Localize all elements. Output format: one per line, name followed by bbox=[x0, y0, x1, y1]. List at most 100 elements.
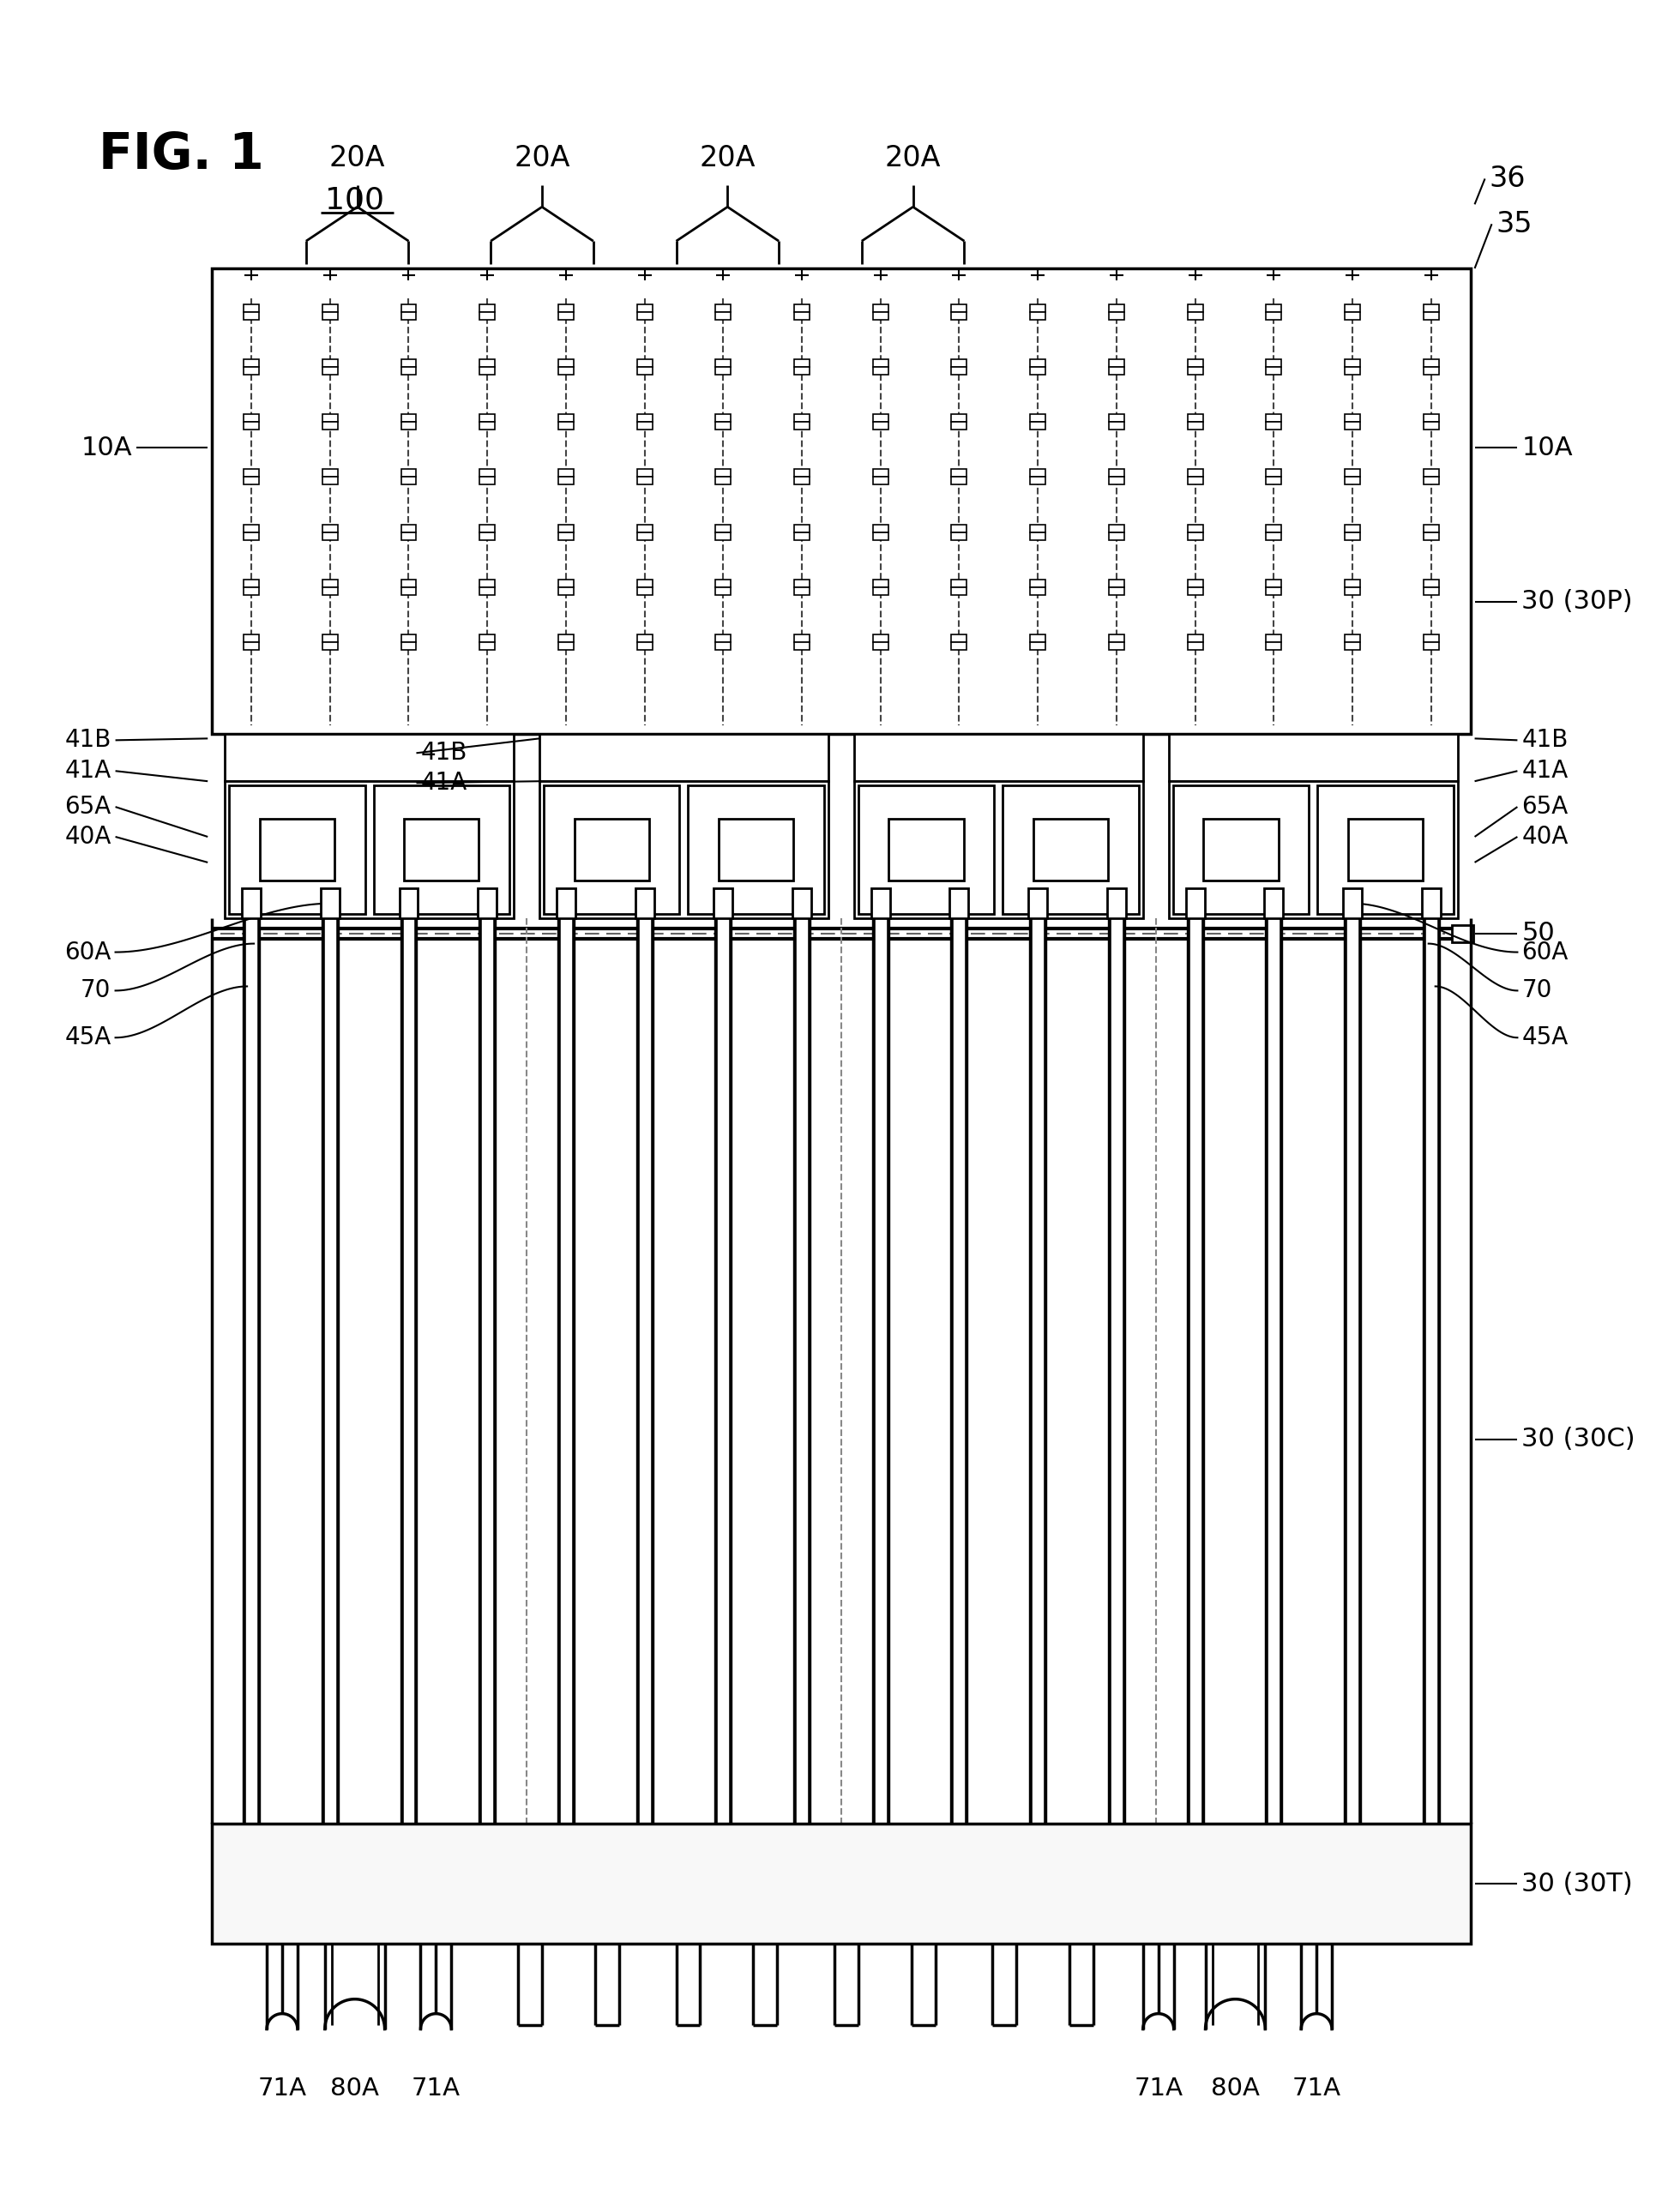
Bar bbox=[1345, 305, 1360, 312]
Bar bbox=[728, 918, 731, 1825]
Bar bbox=[716, 305, 731, 312]
Bar bbox=[873, 422, 888, 429]
Bar bbox=[871, 887, 889, 918]
Bar bbox=[1345, 312, 1360, 321]
Bar bbox=[322, 533, 337, 540]
Bar bbox=[401, 422, 416, 429]
Bar bbox=[1187, 414, 1203, 422]
Bar bbox=[794, 358, 809, 367]
Text: 71A: 71A bbox=[1133, 2077, 1183, 2101]
Bar bbox=[951, 478, 967, 484]
Bar bbox=[401, 305, 416, 312]
Bar bbox=[1187, 367, 1203, 374]
Text: 71A: 71A bbox=[412, 2077, 460, 2101]
Bar bbox=[1029, 887, 1047, 918]
Bar bbox=[244, 312, 259, 321]
Text: 71A: 71A bbox=[1291, 2077, 1341, 2101]
Bar bbox=[558, 367, 573, 374]
Bar bbox=[243, 887, 261, 918]
Bar bbox=[1423, 586, 1439, 595]
Bar bbox=[794, 367, 809, 374]
Bar bbox=[1030, 312, 1045, 321]
Bar bbox=[951, 635, 967, 641]
Bar bbox=[716, 524, 731, 533]
Bar bbox=[718, 818, 793, 880]
Bar bbox=[951, 918, 954, 1825]
Bar bbox=[1345, 641, 1360, 650]
Bar bbox=[480, 524, 495, 533]
Bar bbox=[796, 918, 808, 1825]
Bar bbox=[715, 918, 718, 1825]
Bar bbox=[244, 641, 259, 650]
Bar bbox=[716, 469, 731, 478]
Bar bbox=[1109, 305, 1124, 312]
Text: 10A: 10A bbox=[1522, 436, 1572, 460]
Bar bbox=[480, 586, 495, 595]
Bar bbox=[1187, 478, 1203, 484]
Bar bbox=[322, 580, 337, 586]
Bar bbox=[575, 818, 650, 880]
Bar bbox=[808, 918, 811, 1825]
Bar bbox=[873, 524, 888, 533]
Bar bbox=[873, 586, 888, 595]
Bar bbox=[480, 533, 495, 540]
Text: 41A: 41A bbox=[65, 759, 111, 783]
Bar bbox=[1345, 533, 1360, 540]
Bar bbox=[1002, 785, 1138, 914]
Bar bbox=[244, 422, 259, 429]
Bar bbox=[637, 367, 652, 374]
Bar bbox=[1109, 312, 1124, 321]
Bar bbox=[1109, 422, 1124, 429]
Text: 20A: 20A bbox=[700, 144, 756, 173]
Bar bbox=[873, 312, 888, 321]
Bar bbox=[1266, 641, 1281, 650]
Bar bbox=[1034, 818, 1109, 880]
Bar bbox=[401, 414, 416, 422]
Bar bbox=[716, 312, 731, 321]
Bar bbox=[401, 469, 416, 478]
Bar bbox=[557, 887, 575, 918]
Bar bbox=[229, 785, 366, 914]
Bar bbox=[951, 524, 967, 533]
Bar bbox=[1265, 887, 1283, 918]
Bar bbox=[244, 469, 259, 478]
Text: 20A: 20A bbox=[329, 144, 386, 173]
Bar bbox=[716, 586, 731, 595]
Bar bbox=[1423, 312, 1439, 321]
Bar bbox=[1187, 635, 1203, 641]
Bar bbox=[479, 918, 482, 1825]
Text: 36: 36 bbox=[1489, 164, 1526, 192]
Bar bbox=[1345, 478, 1360, 484]
Bar bbox=[480, 414, 495, 422]
Bar bbox=[949, 887, 969, 918]
Bar bbox=[873, 414, 888, 422]
Bar bbox=[1187, 586, 1203, 595]
Bar bbox=[1173, 785, 1308, 914]
Bar bbox=[951, 580, 967, 586]
Bar bbox=[401, 641, 416, 650]
Bar bbox=[322, 312, 337, 321]
Bar bbox=[716, 367, 731, 374]
Bar bbox=[399, 887, 419, 918]
Bar bbox=[1187, 533, 1203, 540]
Bar bbox=[1266, 367, 1281, 374]
Bar bbox=[1423, 524, 1439, 533]
Bar bbox=[256, 918, 259, 1825]
Text: 60A: 60A bbox=[1522, 940, 1569, 964]
Text: 80A: 80A bbox=[1212, 2077, 1260, 2101]
Bar bbox=[1345, 580, 1360, 586]
Bar bbox=[1109, 580, 1124, 586]
Bar bbox=[1345, 635, 1360, 641]
Bar bbox=[1032, 918, 1044, 1825]
Bar bbox=[716, 641, 731, 650]
Text: 41B: 41B bbox=[1522, 728, 1569, 752]
Text: 41A: 41A bbox=[1522, 759, 1569, 783]
Bar bbox=[637, 586, 652, 595]
Bar bbox=[540, 734, 828, 781]
Bar bbox=[321, 887, 339, 918]
Text: FIG. 1: FIG. 1 bbox=[98, 131, 264, 179]
Bar bbox=[794, 469, 809, 478]
Text: 65A: 65A bbox=[65, 794, 111, 818]
Text: 45A: 45A bbox=[1522, 1026, 1569, 1051]
Text: 41B: 41B bbox=[65, 728, 111, 752]
